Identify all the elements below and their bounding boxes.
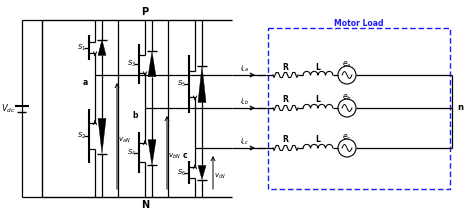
Text: Motor Load: Motor Load	[334, 18, 384, 28]
Text: $i_{La}$: $i_{La}$	[240, 64, 250, 74]
Text: R: R	[283, 62, 289, 71]
Text: $v_{aN}$: $v_{aN}$	[118, 135, 131, 145]
Text: $S_1$: $S_1$	[77, 42, 87, 53]
Text: $v_{bN}$: $v_{bN}$	[168, 152, 181, 161]
Polygon shape	[98, 39, 106, 55]
Text: n: n	[457, 104, 463, 112]
Text: $i_{Lc}$: $i_{Lc}$	[240, 137, 250, 147]
Polygon shape	[198, 165, 206, 179]
Text: $S_6$: $S_6$	[177, 167, 187, 178]
Text: R: R	[283, 135, 289, 145]
Polygon shape	[98, 118, 106, 154]
Text: L: L	[316, 95, 320, 105]
Text: $S_5$: $S_5$	[177, 79, 187, 89]
Text: P: P	[141, 7, 148, 17]
Polygon shape	[148, 51, 156, 77]
Text: $e_a$: $e_a$	[342, 60, 352, 70]
Text: R: R	[283, 95, 289, 105]
Text: c: c	[182, 151, 187, 160]
Polygon shape	[198, 66, 206, 102]
Text: L: L	[316, 135, 320, 145]
Text: N: N	[141, 200, 149, 210]
Text: $S_2$: $S_2$	[77, 131, 87, 141]
Polygon shape	[148, 140, 156, 165]
Text: $v_{cN}$: $v_{cN}$	[214, 172, 227, 181]
Text: a: a	[82, 78, 88, 87]
Text: L: L	[316, 62, 320, 71]
Text: b: b	[132, 111, 138, 120]
Text: $e_b$: $e_b$	[342, 93, 352, 103]
Text: $S_4$: $S_4$	[128, 147, 137, 158]
Text: $S_3$: $S_3$	[128, 59, 137, 69]
Text: $e_c$: $e_c$	[342, 133, 352, 143]
Text: $V_{dc}$: $V_{dc}$	[0, 102, 15, 115]
Text: $i_{Lb}$: $i_{Lb}$	[240, 97, 250, 107]
